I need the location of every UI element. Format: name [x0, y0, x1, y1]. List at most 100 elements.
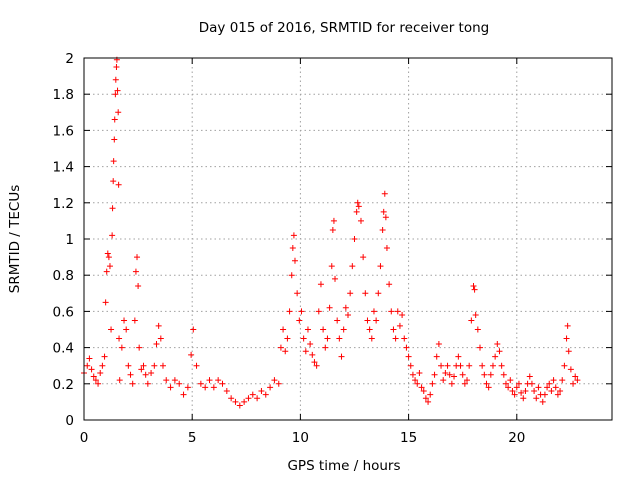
data-point	[539, 398, 546, 405]
data-point	[262, 391, 269, 398]
data-point	[289, 245, 296, 252]
data-point	[448, 380, 455, 387]
data-point	[313, 362, 320, 369]
data-point	[353, 208, 360, 215]
data-point	[184, 384, 191, 391]
data-point	[336, 335, 343, 342]
data-point	[345, 312, 351, 319]
data-point	[282, 348, 289, 355]
data-point	[157, 335, 164, 342]
data-point	[109, 232, 116, 239]
data-point	[304, 326, 311, 333]
data-point	[151, 362, 158, 369]
data-point	[570, 380, 577, 387]
data-point	[95, 380, 102, 387]
data-point	[451, 373, 458, 380]
data-point	[275, 380, 282, 387]
y-tick-label: 1.2	[53, 196, 74, 212]
data-point	[380, 208, 387, 215]
data-point	[457, 362, 464, 369]
data-point	[394, 308, 401, 315]
data-point	[414, 380, 421, 387]
data-point	[370, 308, 377, 315]
data-point	[329, 226, 336, 233]
data-point	[554, 391, 561, 398]
data-point	[97, 369, 104, 376]
y-tick-label: 1.8	[53, 87, 74, 103]
data-point	[422, 395, 429, 402]
data-point	[322, 344, 329, 351]
data-point	[267, 384, 274, 391]
data-point	[311, 359, 318, 366]
data-point	[520, 395, 527, 402]
data-point	[127, 371, 134, 378]
data-point	[153, 340, 160, 347]
data-point	[302, 348, 309, 355]
data-point	[550, 377, 557, 384]
data-point	[487, 371, 494, 378]
data-point	[228, 395, 235, 402]
data-point	[429, 380, 436, 387]
data-point	[176, 380, 183, 387]
x-axis-tick-labels: 0 5 10 15 20	[80, 430, 526, 446]
data-point	[526, 373, 533, 380]
data-point	[86, 355, 93, 362]
data-point	[531, 388, 538, 395]
data-point	[290, 232, 297, 239]
data-point	[511, 391, 518, 398]
data-point	[118, 344, 125, 351]
data-point	[364, 317, 371, 324]
data-point	[215, 377, 222, 384]
data-point	[245, 395, 252, 402]
data-point	[111, 136, 118, 143]
data-point	[88, 366, 95, 373]
data-point	[190, 326, 197, 333]
data-point	[563, 335, 570, 342]
data-point	[399, 312, 406, 319]
data-point	[180, 391, 187, 398]
data-point	[431, 371, 438, 378]
data-point	[354, 199, 361, 206]
data-point	[541, 391, 548, 398]
x-tick-label: 0	[80, 430, 89, 446]
data-point	[435, 340, 442, 347]
data-point	[288, 272, 295, 279]
data-point	[271, 377, 278, 384]
y-tick-label: 0.6	[53, 304, 74, 320]
data-point	[111, 116, 118, 123]
x-tick-label: 10	[292, 430, 309, 446]
data-point	[544, 384, 551, 391]
data-point	[315, 308, 322, 315]
y-tick-label: 0.4	[53, 341, 74, 357]
data-point	[326, 304, 333, 311]
data-point	[90, 373, 97, 380]
y-tick-label: 1	[65, 232, 74, 248]
data-point	[368, 335, 375, 342]
data-point	[342, 304, 349, 311]
data-point	[142, 371, 149, 378]
data-point	[171, 377, 178, 384]
data-point	[528, 380, 535, 387]
y-tick-label: 2	[65, 51, 74, 67]
data-point	[474, 326, 481, 333]
data-point	[155, 322, 162, 329]
grid	[84, 58, 612, 420]
data-point	[500, 371, 507, 378]
data-point	[498, 362, 505, 369]
data-point	[328, 263, 335, 270]
data-point	[167, 384, 174, 391]
data-point	[347, 290, 354, 297]
data-point	[494, 340, 501, 347]
x-axis-label: GPS time / hours	[287, 458, 400, 474]
data-point	[438, 362, 445, 369]
data-point	[425, 398, 432, 405]
data-point	[338, 353, 345, 360]
data-point	[407, 362, 414, 369]
data-point	[442, 369, 449, 376]
data-point	[366, 326, 373, 333]
data-point	[219, 380, 226, 387]
plot-frame	[83, 57, 613, 421]
data-point	[379, 226, 386, 233]
data-point	[548, 388, 555, 395]
data-point	[513, 384, 520, 391]
